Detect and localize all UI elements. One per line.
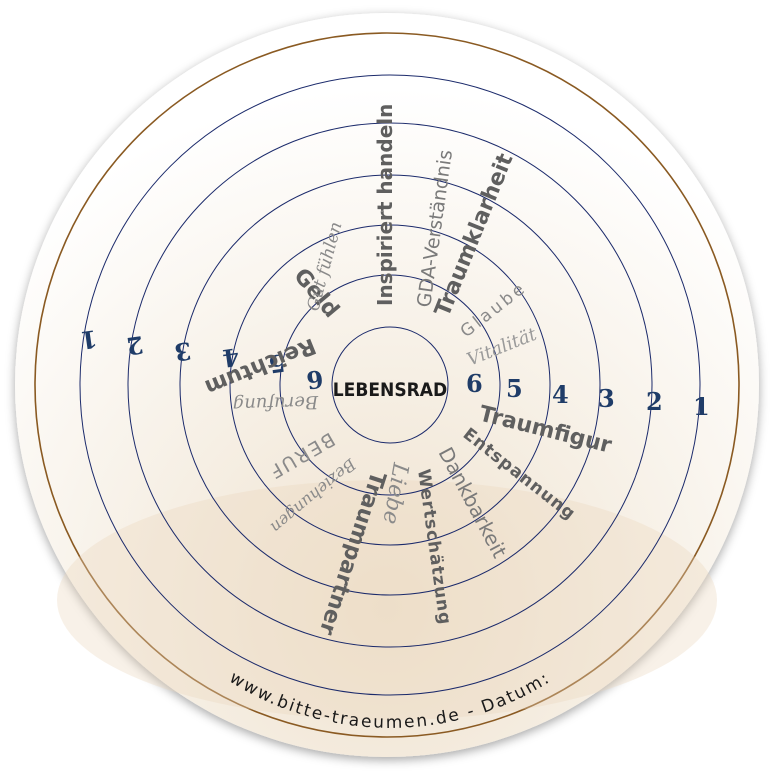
scale-right-5: 5 [506,374,523,403]
ring-5 [279,274,501,496]
scale-right-3: 3 [598,384,615,413]
outer-border-ring [34,32,740,738]
scale-right: 6 5 4 3 2 1 [466,369,710,421]
ring-1 [79,74,701,696]
scale-right-1: 1 [693,392,710,421]
scale-left-2: 2 [125,330,146,361]
word-berufung: Berufung [232,391,319,415]
scale-right-4: 4 [552,380,569,409]
center-label: LEBENSRAD [333,379,447,401]
scale-left-6: 6 [305,364,326,395]
scale-left: 6 5 4 3 2 1 [79,324,326,395]
word-inspiriert: Inspiriert handeln [373,104,397,306]
outer-disc [15,13,759,757]
scale-right-2: 2 [646,387,663,416]
ring-4 [229,224,551,546]
ring-6 [331,326,449,444]
ring-3 [179,174,601,596]
scale-right-6: 6 [466,369,483,398]
scale-left-1: 1 [79,324,100,355]
rating-rings [79,74,701,696]
ring-2 [127,122,653,648]
scale-left-5: 5 [267,348,288,379]
scale-left-4: 4 [221,342,242,373]
sand-texture [57,480,717,720]
scale-left-3: 3 [173,336,194,367]
